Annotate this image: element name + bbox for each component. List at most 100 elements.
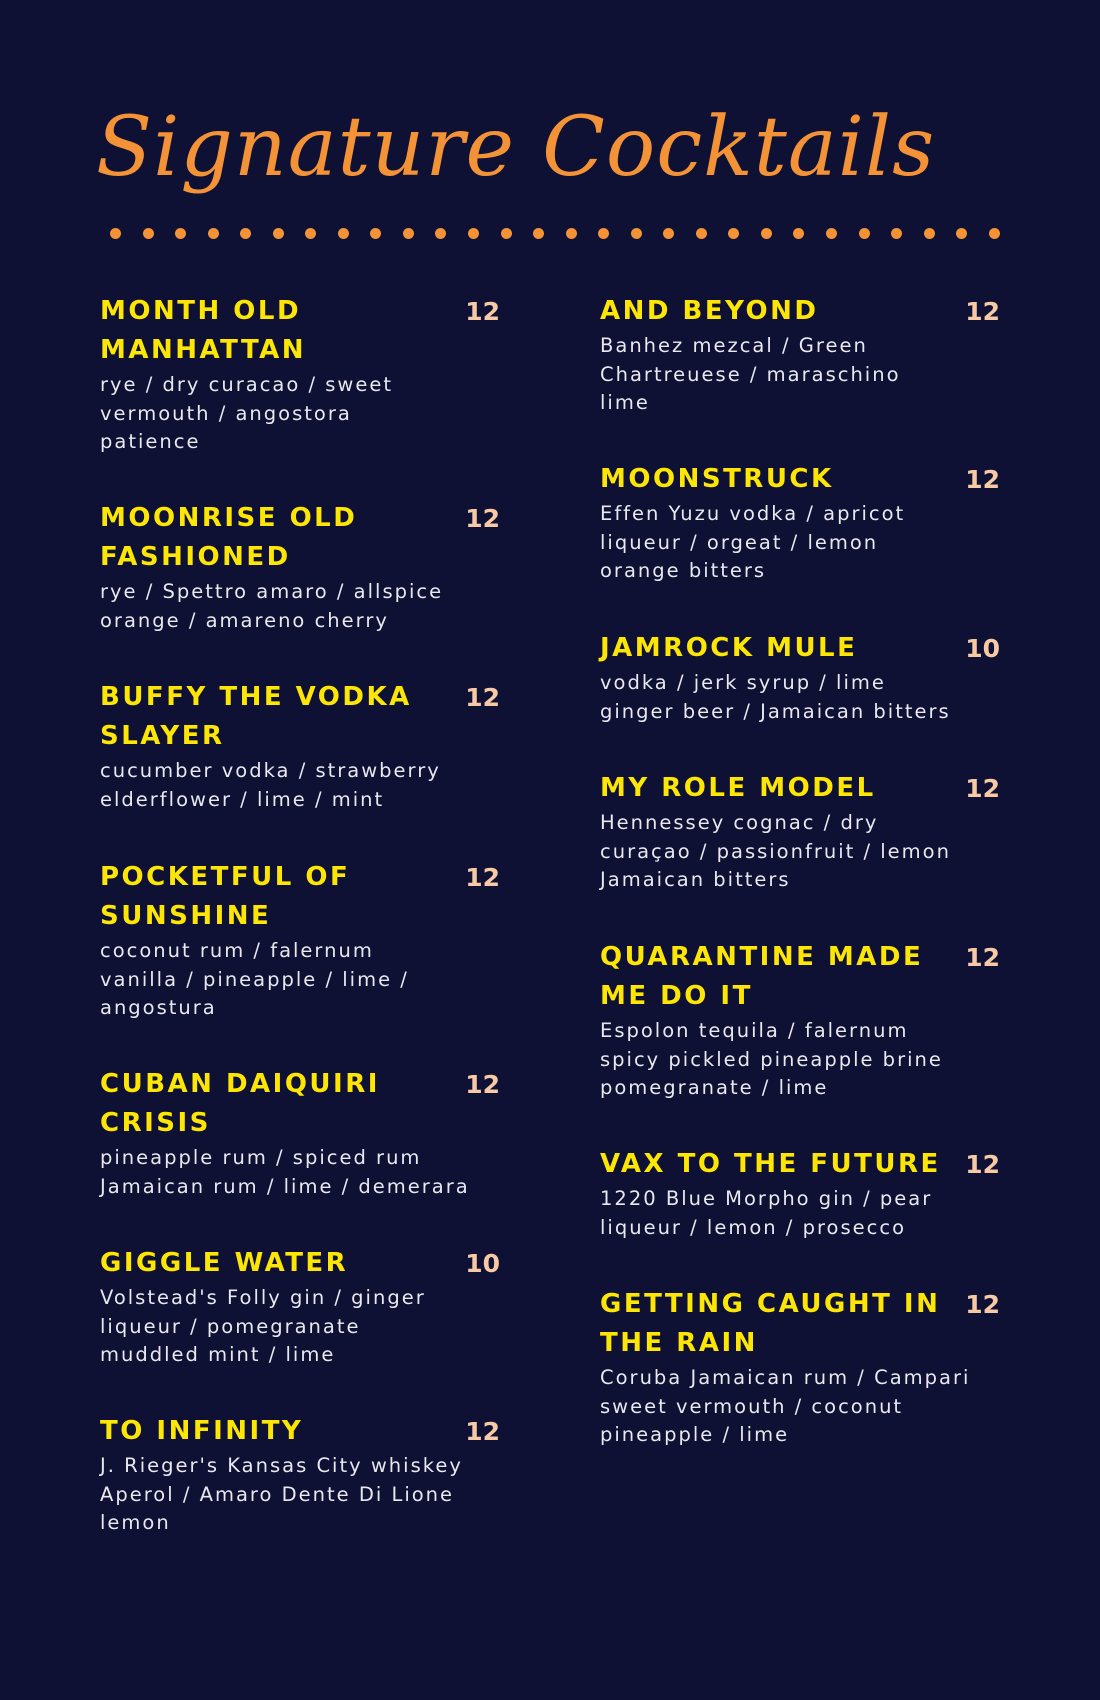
- cocktail-name-line: GIGGLE WATER: [100, 1248, 349, 1278]
- menu-item: MONTH OLD MANHATTAN 12 rye / dry curacao / …: [100, 292, 500, 457]
- divider-dot: [988, 228, 1000, 239]
- menu-item: POCKETFUL OF SUNSHINE 12 coconut rum / fale…: [100, 858, 500, 1023]
- menu-item: VAX TO THE FUTURE 12 1220 Blue Morpho gin …: [600, 1145, 1000, 1242]
- cocktail-description: Hennessey cognac / dry curaçao / passionf…: [600, 809, 1000, 895]
- description-line: pineapple / lime: [600, 1423, 790, 1446]
- cocktail-description: cucumber vodka / strawberry elderflower /…: [100, 757, 500, 814]
- cocktail-name-line: ME DO IT: [600, 981, 753, 1011]
- cocktail-name-line: MOONRISE OLD: [100, 503, 358, 533]
- description-line: angostura: [100, 996, 217, 1019]
- menu-item: AND BEYOND 12 Banhez mezcal / Green Chartre…: [600, 292, 1000, 418]
- description-line: Effen Yuzu vodka / apricot: [600, 502, 906, 525]
- cocktail-name: BUFFY THE VODKA SLAYER: [100, 678, 430, 756]
- divider-dot: [500, 228, 512, 239]
- cocktail-name-line: MOONSTRUCK: [600, 464, 834, 494]
- cocktail-description: 1220 Blue Morpho gin / pear liqueur / lem…: [600, 1185, 1000, 1242]
- description-line: Chartreuese / maraschino: [600, 362, 901, 386]
- description-line: coconut rum / falernum: [100, 939, 374, 962]
- cocktail-price: 12: [465, 1417, 500, 1446]
- description-line: muddled mint / lime: [100, 1343, 336, 1366]
- cocktail-name-line: MANHATTAN: [100, 335, 307, 365]
- cocktail-description: rye / dry curacao / sweet vermouth / ango…: [100, 371, 500, 457]
- divider-dot: [826, 228, 838, 239]
- description-line: ginger beer / Jamaican bitters: [600, 699, 951, 723]
- description-line: curaçao / passionfruit / lemon: [600, 839, 951, 863]
- cocktail-price: 12: [965, 774, 1000, 803]
- divider-dot: [533, 228, 545, 239]
- cocktail-price: 12: [965, 1290, 1000, 1319]
- cocktail-name: QUARANTINE MADE ME DO IT: [600, 938, 930, 1016]
- menu-item: JAMROCK MULE 10 vodka / jerk syrup / lime g…: [600, 629, 1000, 726]
- description-line: elderflower / lime / mint: [100, 787, 385, 811]
- cocktail-name-line: MY ROLE MODEL: [600, 773, 876, 803]
- description-line: Jamaican rum / lime / demerara: [100, 1174, 470, 1198]
- description-line: vodka / jerk syrup / lime: [600, 671, 886, 694]
- divider-dot: [337, 228, 349, 239]
- cocktail-name-line: CUBAN DAIQUIRI: [100, 1069, 380, 1099]
- cocktail-name: MOONSTRUCK: [600, 460, 930, 499]
- divider-dot: [175, 228, 187, 239]
- divider-dot: [760, 228, 772, 239]
- description-line: vermouth / angostora: [100, 401, 352, 425]
- cocktail-description: pineapple rum / spiced rum Jamaican rum /…: [100, 1144, 500, 1201]
- cocktail-name-line: GETTING CAUGHT IN: [600, 1289, 941, 1319]
- menu-title: Signature Cocktails: [96, 100, 936, 195]
- description-line: lemon: [100, 1511, 171, 1534]
- cocktail-name-line: TO INFINITY: [100, 1416, 304, 1446]
- cocktail-name-line: SUNSHINE: [100, 901, 272, 931]
- description-line: liqueur / pomegranate: [100, 1314, 361, 1338]
- cocktail-name-line: BUFFY THE VODKA: [100, 682, 412, 712]
- description-line: lime: [600, 391, 650, 414]
- cocktail-name: CUBAN DAIQUIRI CRISIS: [100, 1065, 430, 1143]
- divider-dot: [468, 228, 480, 239]
- menu-item: CUBAN DAIQUIRI CRISIS 12 pineapple rum / sp…: [100, 1065, 500, 1201]
- divider-dot: [110, 228, 121, 239]
- cocktail-description: Effen Yuzu vodka / apricot liqueur / orge…: [600, 500, 1000, 586]
- cocktail-price: 12: [465, 1070, 500, 1099]
- cocktail-description: rye / Spettro amaro / allspice orange / a…: [100, 578, 500, 635]
- cocktail-price: 12: [465, 683, 500, 712]
- menu-item: GIGGLE WATER 10 Volstead's Folly gin / gin…: [100, 1244, 500, 1370]
- cocktail-description: coconut rum / falernum vanilla / pineappl…: [100, 937, 500, 1023]
- menu-item: BUFFY THE VODKA SLAYER 12 cucumber vodka / …: [100, 678, 500, 814]
- cocktail-price: 12: [965, 465, 1000, 494]
- description-line: rye / Spettro amaro / allspice: [100, 580, 444, 603]
- cocktail-name-line: MONTH OLD: [100, 296, 302, 326]
- cocktail-name-line: THE RAIN: [600, 1328, 758, 1358]
- description-line: cucumber vodka / strawberry: [100, 759, 441, 782]
- cocktail-price: 12: [465, 504, 500, 533]
- cocktail-name: MONTH OLD MANHATTAN: [100, 292, 430, 370]
- divider-dot: [142, 228, 154, 239]
- description-line: Banhez mezcal / Green: [600, 334, 868, 357]
- divider-dot: [240, 228, 252, 239]
- cocktail-description: Banhez mezcal / Green Chartreuese / maras…: [600, 332, 1000, 418]
- description-line: pineapple rum / spiced rum: [100, 1146, 422, 1169]
- divider-dot: [923, 228, 935, 239]
- cocktail-description: J. Rieger's Kansas City whiskey Aperol / …: [100, 1452, 500, 1538]
- description-line: orange bitters: [600, 559, 767, 582]
- cocktail-name: VAX TO THE FUTURE: [600, 1145, 938, 1184]
- menu-item: QUARANTINE MADE ME DO IT 12 Espolon tequila…: [600, 938, 1000, 1103]
- description-line: orange / amareno cherry: [100, 608, 389, 632]
- divider-dot: [272, 228, 284, 239]
- cocktail-description: Volstead's Folly gin / ginger liqueur / p…: [100, 1284, 500, 1370]
- menu-item: MY ROLE MODEL 12 Hennessey cognac / dry cur…: [600, 769, 1000, 895]
- divider-dot: [435, 228, 447, 239]
- divider-dot: [663, 228, 675, 239]
- cocktail-name-line: POCKETFUL OF: [100, 862, 351, 892]
- description-line: patience: [100, 430, 201, 453]
- divider-dot: [207, 228, 219, 239]
- divider-dot: [305, 228, 317, 239]
- divider-dot: [891, 228, 903, 239]
- divider-dot: [793, 228, 805, 239]
- divider-dot: [858, 228, 870, 239]
- menu-item: TO INFINITY 12 J. Rieger's Kansas City whi…: [100, 1412, 500, 1538]
- description-line: vanilla / pineapple / lime /: [100, 967, 409, 991]
- dotted-divider: [110, 228, 1000, 240]
- cocktail-name: GETTING CAUGHT IN THE RAIN: [600, 1285, 941, 1363]
- divider-dot: [598, 228, 610, 239]
- menu-item: MOONSTRUCK 12 Effen Yuzu vodka / apricot li…: [600, 460, 1000, 586]
- description-line: Espolon tequila / falernum: [600, 1019, 909, 1042]
- description-line: Coruba Jamaican rum / Campari: [600, 1366, 971, 1389]
- divider-dot: [728, 228, 740, 239]
